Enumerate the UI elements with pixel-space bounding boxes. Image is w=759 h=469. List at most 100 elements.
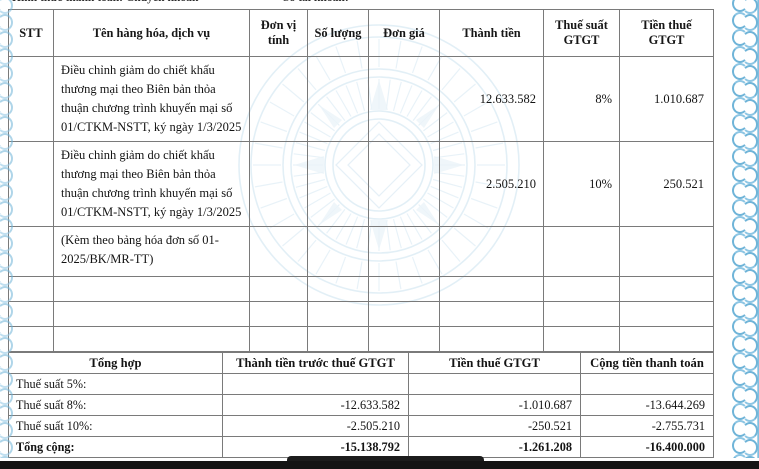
table-row-empty [8,301,714,327]
ornament-scroll-icon [731,181,758,201]
summary-table: Tổng hợp Thành tiền trước thuế GTGT Tiền… [8,352,714,469]
cell-empty [8,326,54,352]
cell-stt [8,226,54,277]
cell-empty [543,276,620,302]
cell-vat-rate [543,226,620,277]
cell-name: (Kèm theo bảng hóa đơn số 01-2025/BK/MR-… [53,226,250,277]
cell-empty [543,301,620,327]
cell-vat-rate: 8% [543,56,620,142]
ornament-scroll-icon [731,436,758,456]
summary-total-payment: -16.400.000 [580,436,714,458]
ornament-scroll-icon [731,419,758,439]
cell-empty [368,301,440,327]
ornament-scroll-icon [731,113,758,133]
ornament-scroll-icon [731,96,758,116]
cell-quantity [307,56,369,142]
cell-amount: 2.505.210 [439,141,544,227]
cell-empty [249,301,308,327]
cell-unit [249,226,308,277]
ornament-scroll-icon [731,28,758,48]
ornament-scroll-icon [731,334,758,354]
table-row: (Kèm theo bảng hóa đơn số 01-2025/BK/MR-… [8,226,714,277]
cell-empty [368,326,440,352]
cell-empty [543,326,620,352]
bottom-window-edge [0,461,759,469]
cell-empty [53,326,250,352]
cell-empty [619,276,714,302]
cell-vat-rate: 10% [543,141,620,227]
ornament-scroll-icon [731,11,758,31]
summary-amount-before-vat: -2.505.210 [222,415,409,437]
summary-header-row: Tổng hợp Thành tiền trước thuế GTGT Tiền… [8,352,714,374]
header-vat-rate: Thuế suất GTGT [543,9,620,57]
table-row-empty [8,326,714,352]
cell-unit-price [368,226,440,277]
summary-header-label: Tổng hợp [8,352,223,374]
summary-vat-amount: -1.261.208 [408,436,581,458]
account-number-text: Số tài khoản: [283,0,349,4]
summary-vat-amount: -250.521 [408,415,581,437]
summary-amount-before-vat [222,373,409,395]
cell-empty [439,326,544,352]
cell-empty [307,301,369,327]
ornament-scroll-icon [731,283,758,303]
ornament-scroll-icon [731,62,758,82]
summary-amount-before-vat: -15.138.792 [222,436,409,458]
ornament-scroll-icon [731,232,758,252]
summary-label: Thuế suất 10%: [8,415,223,437]
ornament-scroll-icon [731,0,758,14]
summary-vat-amount [408,373,581,395]
table-row-empty [8,276,714,302]
cell-empty [8,276,54,302]
summary-total-payment [580,373,714,395]
cell-empty [8,301,54,327]
header-unit-price: Đơn giá [368,9,440,57]
summary-row: Thuế suất 5%: [8,373,714,395]
ornament-scroll-icon [731,351,758,371]
cell-unit [249,56,308,142]
payment-method-text: Hình thức thanh toán: Chuyển khoản [12,0,198,4]
cell-quantity [307,141,369,227]
cell-name: Điều chỉnh giảm do chiết khấu thương mại… [53,56,250,142]
ornament-pattern [731,0,758,469]
cell-quantity [307,226,369,277]
ornament-scroll-icon [731,402,758,422]
bottom-toolbar-pill[interactable] [287,456,484,463]
cell-unit-price [368,141,440,227]
header-vat-amount: Tiền thuế GTGT [619,9,714,57]
summary-header-total-payment: Cộng tiền thanh toán [580,352,714,374]
cell-stt [8,56,54,142]
ornamental-border-right [717,0,759,469]
cell-unit [249,141,308,227]
ornament-scroll-icon [731,266,758,286]
summary-vat-amount: -1.010.687 [408,394,581,416]
summary-row-total: Tổng cộng: -15.138.792 -1.261.208 -16.40… [8,436,714,458]
cell-vat-amount: 1.010.687 [619,56,714,142]
cell-empty [53,301,250,327]
cell-empty [368,276,440,302]
table-row: Điều chỉnh giảm do chiết khấu thương mại… [8,56,714,142]
summary-label: Thuế suất 8%: [8,394,223,416]
cutoff-header-strip: Hình thức thanh toán: Chuyển khoản Số tà… [0,0,718,9]
line-items-table: STT Tên hàng hóa, dịch vụ Đơn vị tính Số… [8,9,714,352]
summary-amount-before-vat: -12.633.582 [222,394,409,416]
header-quantity: Số lượng [307,9,369,57]
summary-total-payment: -2.755.731 [580,415,714,437]
summary-header-amount-before-vat: Thành tiền trước thuế GTGT [222,352,409,374]
cell-empty [439,301,544,327]
header-unit: Đơn vị tính [249,9,308,57]
cell-empty [307,276,369,302]
summary-label: Thuế suất 5%: [8,373,223,395]
summary-label: Tổng cộng: [8,436,223,458]
summary-row: Thuế suất 10%: -2.505.210 -250.521 -2.75… [8,415,714,437]
ornament-scroll-icon [731,215,758,235]
ornament-scroll-icon [731,130,758,150]
ornament-scroll-icon [731,249,758,269]
ornament-scroll-icon [731,317,758,337]
cell-amount: 12.633.582 [439,56,544,142]
ornament-scroll-icon [731,147,758,167]
cell-empty [439,276,544,302]
summary-header-vat-amount: Tiền thuế GTGT [408,352,581,374]
cell-unit-price [368,56,440,142]
summary-total-payment: -13.644.269 [580,394,714,416]
